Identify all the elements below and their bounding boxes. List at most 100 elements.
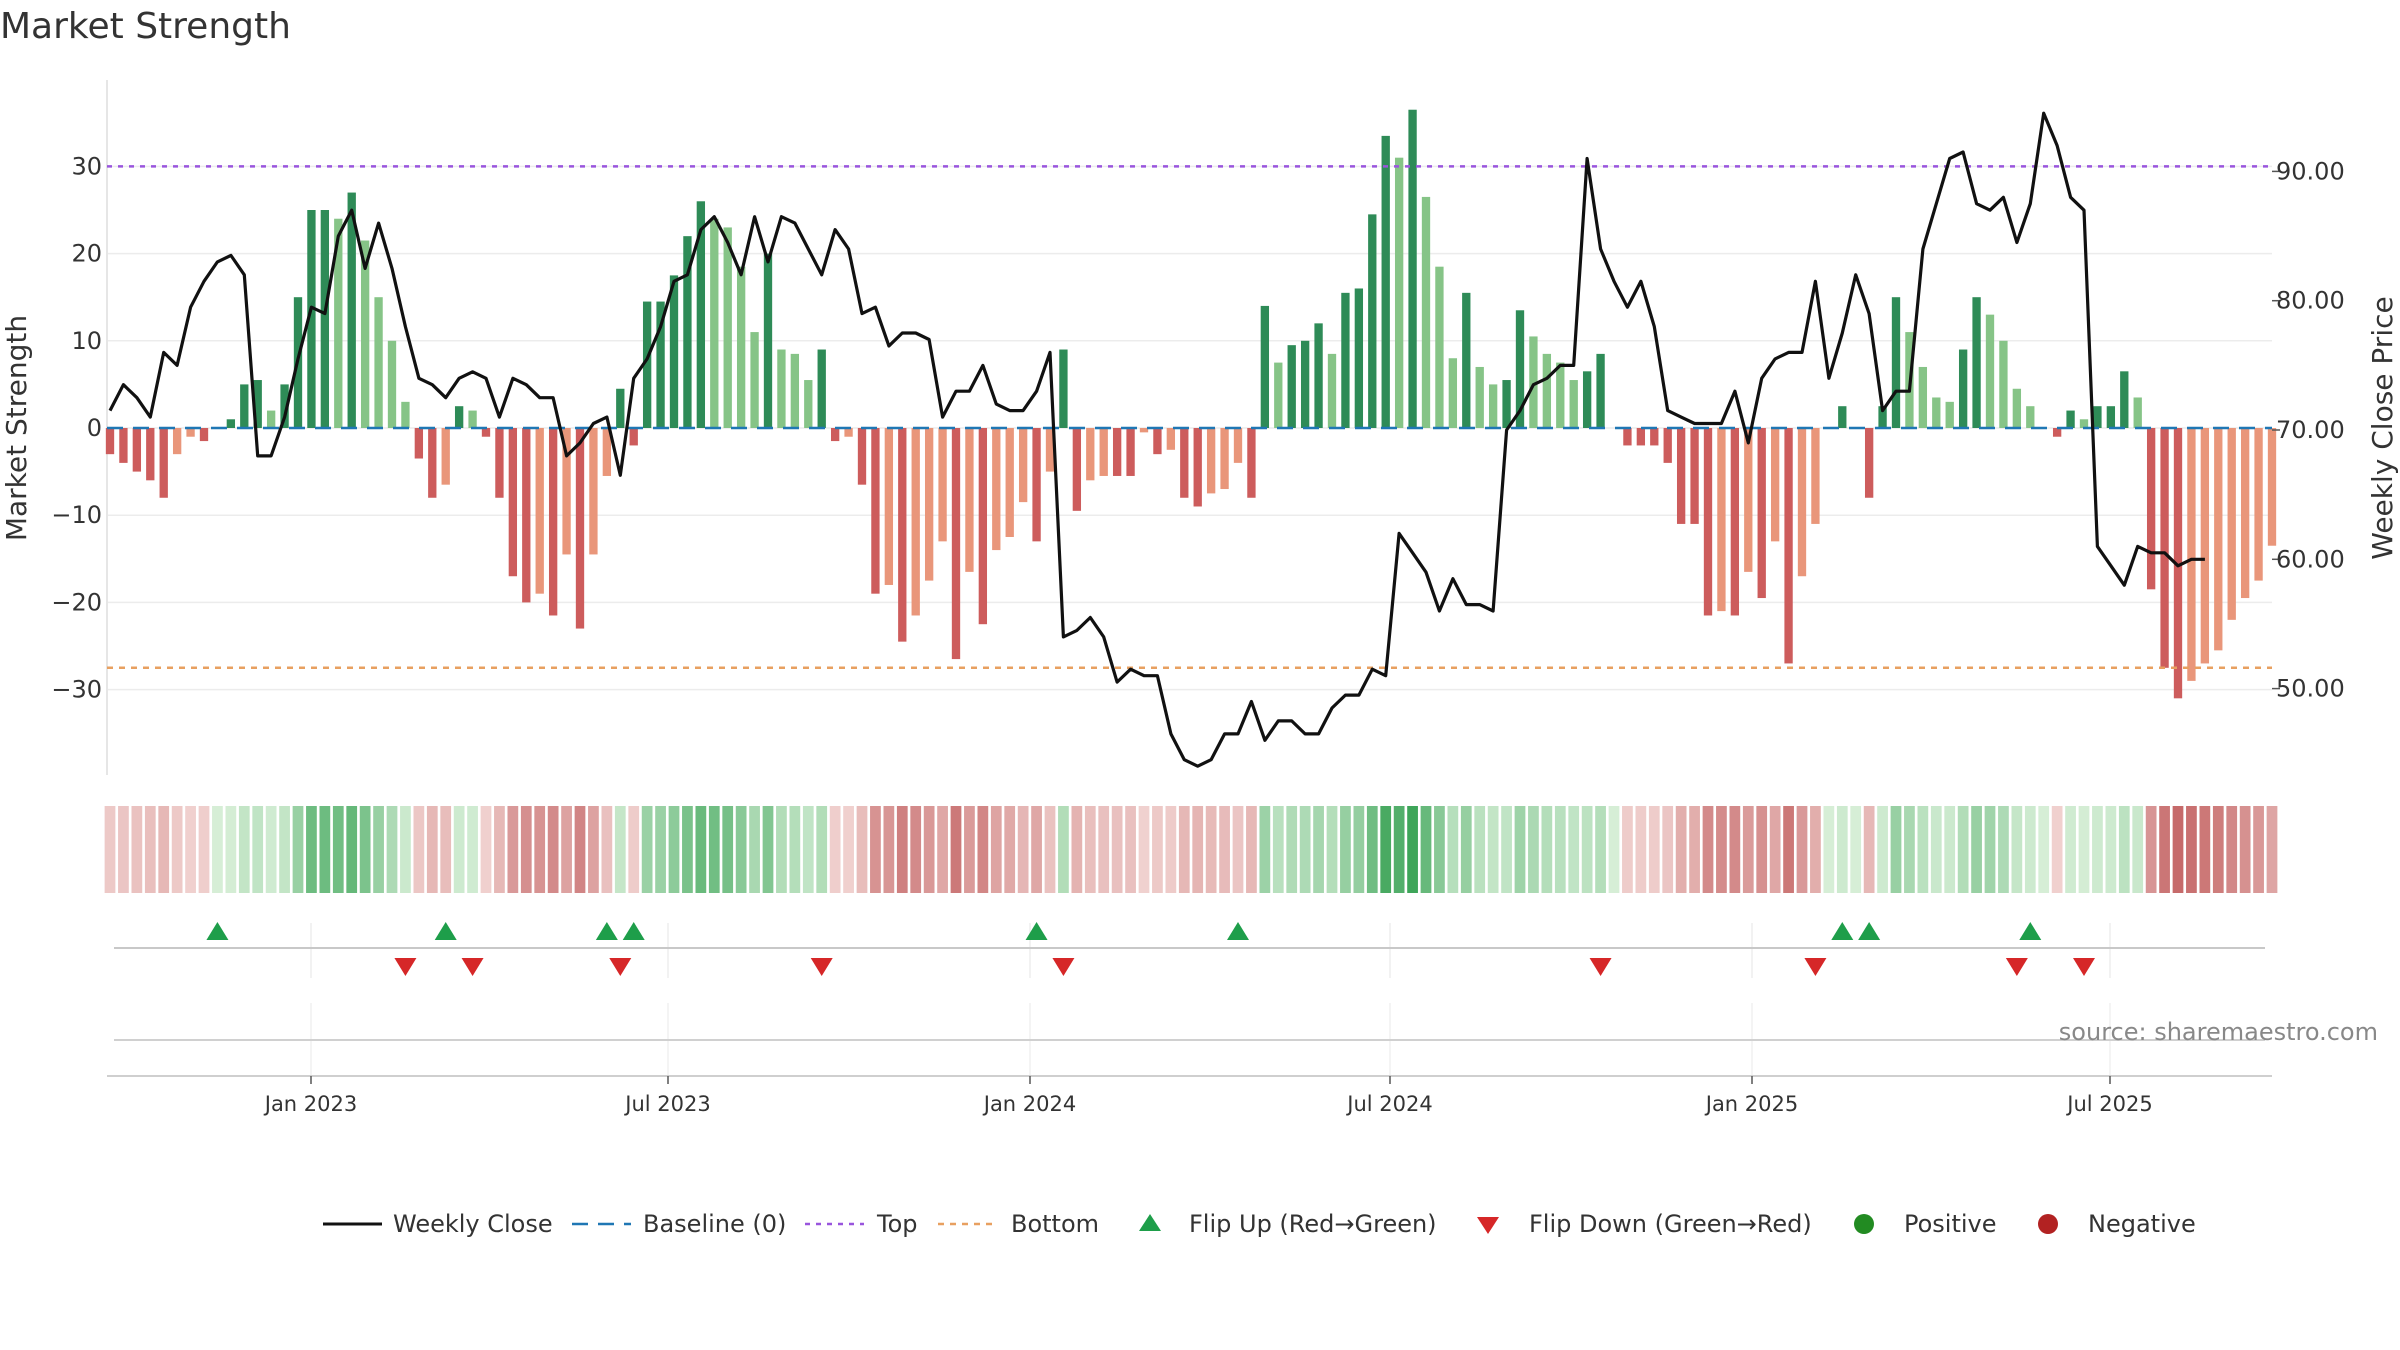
- strip-cell: [144, 806, 156, 893]
- strip-cell: [2118, 806, 2130, 893]
- strength-bar: [199, 428, 209, 442]
- strength-bar: [616, 388, 625, 428]
- strength-bar: [1166, 428, 1176, 450]
- strip-cell: [2212, 806, 2224, 893]
- strip-cell: [346, 806, 358, 893]
- chart-title: Market Strength: [0, 6, 291, 47]
- strip-cell: [279, 806, 290, 893]
- strip-cell: [1366, 806, 1378, 893]
- strength-bar: [1932, 397, 1941, 428]
- strip-cell: [1648, 806, 1660, 893]
- strength-bar: [2093, 406, 2102, 428]
- strength-bar: [777, 349, 786, 428]
- strip-cell: [2226, 806, 2238, 893]
- strip-cell: [561, 806, 572, 893]
- strip-cell: [762, 806, 774, 893]
- strip-cell: [708, 806, 720, 893]
- strip-cell: [265, 806, 277, 893]
- strength-bar: [119, 428, 128, 463]
- strip-cell: [1863, 806, 1875, 893]
- strip-cell: [2011, 806, 2023, 893]
- y2-tick-label: 60.00: [2276, 545, 2345, 573]
- strength-bar: [2267, 428, 2277, 546]
- strip-cell: [413, 806, 425, 893]
- flip-up-marker: [206, 922, 229, 940]
- strength-bar: [334, 218, 343, 428]
- strip-cell: [158, 806, 170, 893]
- strip-cell: [1810, 806, 1821, 893]
- strip-cell: [480, 806, 492, 893]
- strength-bar: [1690, 428, 1699, 524]
- strength-bar: [1515, 310, 1525, 428]
- strength-bar: [723, 227, 732, 428]
- strength-bar: [1314, 323, 1323, 428]
- strip-cell: [198, 806, 210, 893]
- y2-axis-label: Weekly Close Price: [2366, 296, 2399, 559]
- strip-cell: [1138, 806, 1150, 893]
- strip-cell: [1904, 806, 1915, 893]
- strip-cell: [1460, 806, 1472, 893]
- strip-cell: [1635, 806, 1647, 893]
- strength-bar: [1556, 362, 1565, 428]
- strip-cell: [950, 806, 962, 893]
- strip-cell: [1125, 806, 1136, 893]
- y2-tick-label: 90.00: [2276, 157, 2345, 185]
- strength-bar: [2227, 428, 2236, 620]
- strength-bar: [1636, 428, 1646, 446]
- strength-bar: [656, 301, 665, 428]
- flip-up-marker: [1858, 922, 1881, 940]
- strength-bar: [508, 428, 518, 577]
- strength-bar: [1838, 406, 1847, 428]
- strength-bar: [253, 380, 262, 428]
- strip-cell: [910, 806, 922, 893]
- legend-negative-dot: [2038, 1214, 2058, 1234]
- strip-cell: [2132, 806, 2144, 893]
- strength-bar: [1435, 266, 1444, 428]
- flip-up-marker: [1831, 922, 1854, 940]
- strength-bar: [1421, 196, 1431, 428]
- strength-bar: [401, 401, 410, 428]
- strength-bar: [1354, 288, 1364, 428]
- strength-bar: [830, 428, 840, 442]
- strip-cell: [1971, 806, 1982, 893]
- strip-cell: [574, 806, 586, 893]
- strip-cell: [2199, 806, 2211, 893]
- close-price-group: [108, 111, 2205, 768]
- y-tick-label: 20: [71, 240, 102, 268]
- strength-bar: [535, 428, 544, 594]
- strip-cell: [1608, 806, 1620, 893]
- strength-bar: [1972, 297, 1981, 428]
- strip-cell: [1407, 806, 1418, 893]
- strip-cell: [1393, 806, 1405, 893]
- flip-down-marker: [2005, 958, 2028, 976]
- strength-bar: [280, 384, 289, 428]
- flip-down-marker: [2073, 958, 2095, 976]
- strip-cell: [628, 806, 640, 893]
- strength-bar: [468, 410, 477, 428]
- weekly-close-line: [108, 111, 2205, 768]
- strength-bar: [1475, 366, 1484, 428]
- x-tick-label: Jan 2025: [1704, 1092, 1799, 1116]
- strip-cell: [2253, 806, 2264, 893]
- strip-cell: [131, 806, 143, 893]
- strip-cell: [1675, 806, 1687, 893]
- y-axis-label: Market Strength: [0, 315, 33, 541]
- strip-cell: [1595, 806, 1606, 893]
- strip-cell: [1501, 806, 1512, 893]
- strength-bar: [374, 297, 383, 428]
- strip-cell: [2051, 806, 2063, 893]
- legend-positive-dot: [1854, 1214, 1874, 1234]
- strip-cell: [185, 806, 196, 893]
- strip-cell: [1286, 806, 1298, 893]
- strip-cell: [1554, 806, 1566, 893]
- legend-positive-label: Positive: [1904, 1210, 1997, 1238]
- strip-cell: [1272, 806, 1284, 893]
- strength-bar: [2052, 428, 2062, 437]
- strip-cell: [1823, 806, 1835, 893]
- strip-cell: [816, 806, 828, 893]
- y2-tick-label: 70.00: [2276, 416, 2345, 444]
- strength-bar: [454, 406, 464, 428]
- strength-bar: [1502, 380, 1511, 428]
- strength-bar: [1193, 428, 1202, 507]
- strip-cell: [386, 806, 398, 893]
